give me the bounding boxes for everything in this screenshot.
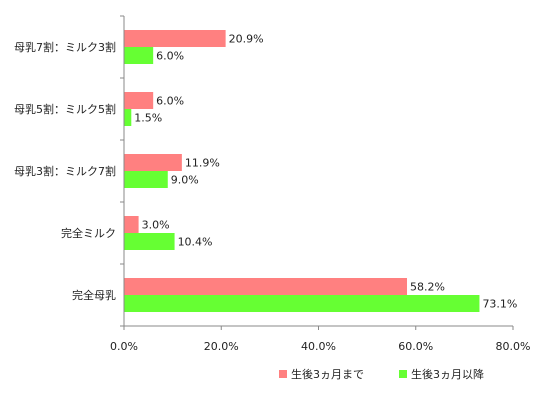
data-label-2-1: 6.0%: [156, 50, 184, 63]
category-label-2: 母乳5割：ミルク5割: [14, 102, 116, 116]
bar-2-3: [124, 171, 168, 188]
data-label-1-3: 11.9%: [185, 157, 220, 170]
legend: 生後3ヵ月まで 生後3ヵ月以降: [279, 367, 484, 381]
data-label-2-5: 73.1%: [482, 298, 517, 311]
legend-swatch-series-1: [279, 370, 287, 378]
x-tick-label-3: 40.0%: [301, 340, 336, 353]
bar-1-1: [124, 30, 226, 47]
data-label-1-1: 20.9%: [229, 33, 264, 46]
legend-label-series-2: 生後3ヵ月以降: [411, 367, 484, 381]
legend-swatch-series-2: [399, 370, 407, 378]
data-label-2-4: 10.4%: [178, 236, 213, 249]
data-label-1-5: 58.2%: [410, 281, 445, 294]
category-label-1: 母乳7割：ミルク3割: [14, 40, 116, 54]
category-label-3: 母乳3割：ミルク7割: [14, 164, 116, 178]
category-label-5: 完全母乳: [72, 288, 116, 302]
x-tick-label-1: 0.0%: [110, 340, 138, 353]
data-label-1-2: 6.0%: [156, 95, 184, 108]
bar-1-2: [124, 92, 154, 109]
bar-1-3: [124, 154, 182, 171]
category-label-4: 完全ミルク: [61, 226, 116, 240]
x-tick-label-2: 20.0%: [204, 340, 239, 353]
bar-2-4: [124, 233, 175, 250]
bar-2-5: [124, 295, 480, 312]
bar-1-5: [124, 278, 407, 295]
bar-1-4: [124, 216, 139, 233]
bar-2-1: [124, 47, 154, 64]
data-label-2-2: 1.5%: [134, 112, 162, 125]
data-label-1-4: 3.0%: [142, 219, 170, 232]
data-label-2-3: 9.0%: [171, 174, 199, 187]
bar-2-2: [124, 109, 132, 126]
legend-label-series-1: 生後3ヵ月まで: [291, 367, 364, 381]
x-tick-label-5: 80.0%: [496, 340, 531, 353]
x-tick-label-4: 60.0%: [398, 340, 433, 353]
plot-area: 20.9% 6.0% 母乳7割：ミルク3割 6.0% 1.5% 母乳5割：ミルク5割 11.…: [14, 15, 531, 353]
